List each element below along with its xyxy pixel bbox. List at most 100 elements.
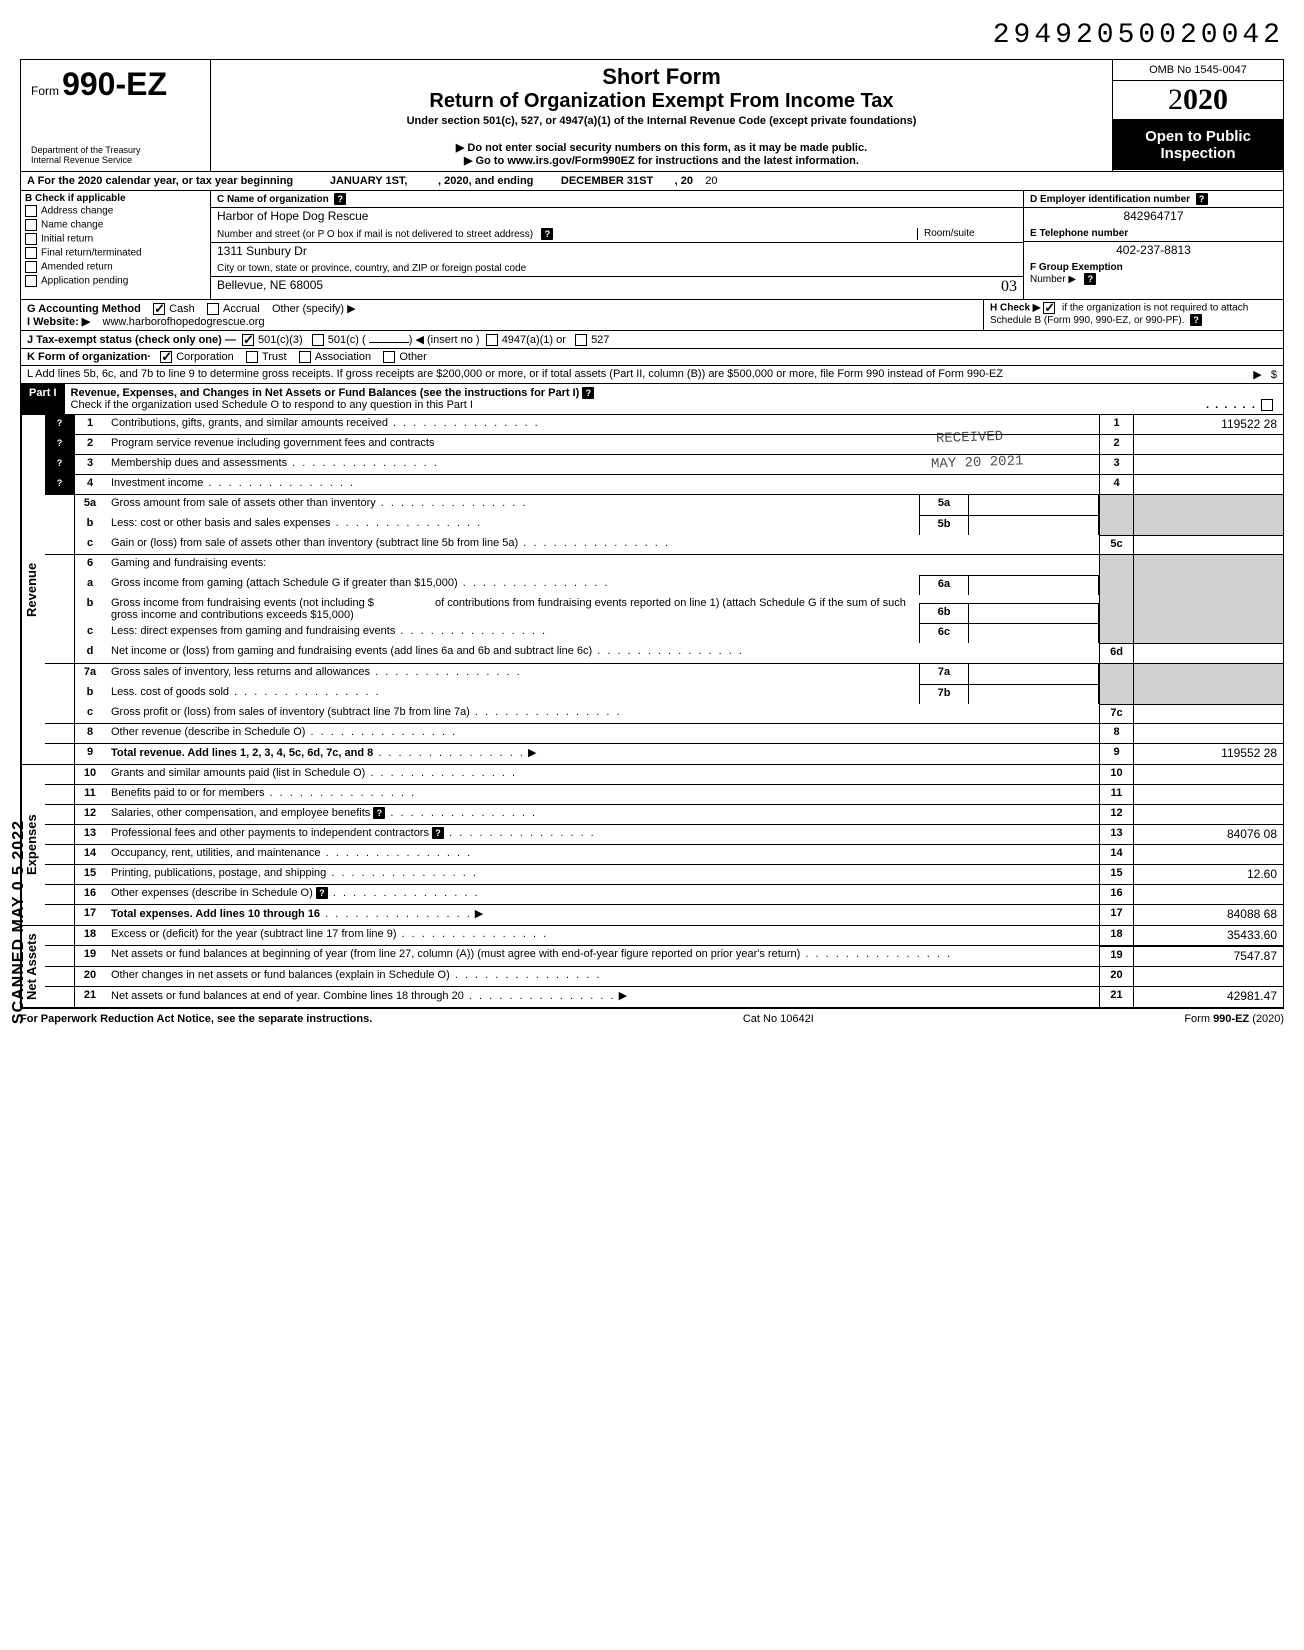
line-18: 18 Excess or (deficit) for the year (sub… [45, 926, 1283, 946]
corporation-checkbox[interactable] [160, 351, 172, 363]
line-9: 9 Total revenue. Add lines 1, 2, 3, 4, 5… [45, 744, 1283, 764]
part-1-header: Part I Revenue, Expenses, and Changes in… [20, 384, 1284, 415]
line-12: 12 Salaries, other compensation, and emp… [45, 805, 1283, 825]
tax-exempt-status-row: J Tax-exempt status (check only one) — 5… [20, 331, 1284, 349]
part-1-label: Part I [21, 384, 65, 414]
line-5a: 5a Gross amount from sale of assets othe… [45, 495, 1283, 515]
schedule-b-checkbox[interactable] [1043, 302, 1055, 314]
part-1-title: Revenue, Expenses, and Changes in Net As… [65, 384, 1283, 414]
line-1-value: 119522 28 [1133, 415, 1283, 434]
org-name: Harbor of Hope Dog Rescue [211, 208, 1023, 226]
tax-year: 2020 [1113, 81, 1283, 120]
527-checkbox[interactable] [575, 334, 587, 346]
line-6d: d Net income or (loss) from gaming and f… [45, 643, 1283, 664]
line-8: 8 Other revenue (describe in Schedule O)… [45, 724, 1283, 744]
help-icon[interactable]: ? [1190, 314, 1202, 326]
line-19-value: 7547.87 [1133, 946, 1283, 966]
entity-info-block: B Check if applicable Address change Nam… [20, 191, 1284, 300]
line-6b: b Gross income from fundraising events (… [45, 595, 1283, 623]
catalog-number: Cat No 10642I [743, 1013, 814, 1025]
line-15-value: 12.60 [1133, 865, 1283, 884]
4947-checkbox[interactable] [486, 334, 498, 346]
line-16: 16 Other expenses (describe in Schedule … [45, 885, 1283, 905]
trust-checkbox[interactable] [246, 351, 258, 363]
help-icon[interactable]: ? [45, 435, 75, 454]
501c3-checkbox[interactable] [242, 334, 254, 346]
phone-label: E Telephone number [1024, 226, 1283, 242]
title-box: Short Form Return of Organization Exempt… [211, 60, 1113, 171]
help-icon[interactable]: ? [1084, 273, 1096, 285]
line-9-value: 119552 28 [1133, 744, 1283, 764]
help-icon[interactable]: ? [316, 887, 328, 899]
expenses-section: Expenses 10 Grants and similar amounts p… [20, 765, 1284, 926]
street-label-row: Number and street (or P O box if mail is… [211, 226, 1023, 243]
right-info-col: D Employer identification number ? 84296… [1023, 191, 1283, 299]
form-number: 990-EZ [62, 66, 167, 102]
header-right: OMB No 1545-0047 2020 Open to Public Ins… [1113, 60, 1283, 171]
check-amended-return[interactable]: Amended return [25, 260, 206, 274]
help-icon[interactable]: ? [541, 228, 553, 240]
line-14: 14 Occupancy, rent, utilities, and maint… [45, 845, 1283, 865]
line-21: 21 Net assets or fund balances at end of… [45, 987, 1283, 1007]
help-icon[interactable]: ? [432, 827, 444, 839]
city-value-row: Bellevue, NE 68005 03 [211, 277, 1023, 299]
accrual-checkbox[interactable] [207, 303, 219, 315]
check-address-change[interactable]: Address change [25, 204, 206, 218]
check-application-pending[interactable]: Application pending [25, 274, 206, 288]
help-icon[interactable]: ? [45, 415, 75, 434]
line-10: 10 Grants and similar amounts paid (list… [45, 765, 1283, 785]
line-11: 11 Benefits paid to or for members 11 [45, 785, 1283, 805]
revenue-label: Revenue [21, 415, 45, 764]
501c-checkbox[interactable] [312, 334, 324, 346]
help-icon[interactable]: ? [45, 455, 75, 474]
calendar-year-line: A For the 2020 calendar year, or tax yea… [21, 172, 1283, 190]
line-19: 19 Net assets or fund balances at beginn… [45, 946, 1283, 967]
street-address: 1311 Sunbury Dr [211, 243, 1023, 261]
form-prefix: Form [31, 84, 59, 98]
line-5c: c Gain or (loss) from sale of assets oth… [45, 535, 1283, 555]
net-assets-section: Net Assets 18 Excess or (deficit) for th… [20, 926, 1284, 1009]
line-4: ? 4 Investment income 4 [45, 475, 1283, 495]
line-17: 17 Total expenses. Add lines 10 through … [45, 905, 1283, 925]
line-7c: c Gross profit or (loss) from sales of i… [45, 704, 1283, 724]
check-final-return[interactable]: Final return/terminated [25, 246, 206, 260]
help-icon[interactable]: ? [1196, 193, 1208, 205]
line-13: 13 Professional fees and other payments … [45, 825, 1283, 845]
line-7a: 7a Gross sales of inventory, less return… [45, 664, 1283, 684]
cash-checkbox[interactable] [153, 303, 165, 315]
line-13-value: 84076 08 [1133, 825, 1283, 844]
omb-number: OMB No 1545-0047 [1113, 60, 1283, 81]
line-6c: c Less: direct expenses from gaming and … [45, 623, 1283, 643]
line-l-row: L Add lines 5b, 6c, and 7b to line 9 to … [20, 366, 1284, 384]
line-20: 20 Other changes in net assets or fund b… [45, 967, 1283, 987]
form-header: Form 990-EZ Department of the Treasury I… [20, 59, 1284, 172]
check-name-change[interactable]: Name change [25, 218, 206, 232]
check-initial-return[interactable]: Initial return [25, 232, 206, 246]
line-7b: b Less. cost of goods sold 7b [45, 684, 1283, 704]
help-icon[interactable]: ? [334, 193, 346, 205]
other-org-checkbox[interactable] [383, 351, 395, 363]
line-5b: b Less: cost or other basis and sales ex… [45, 515, 1283, 535]
subtitle: Under section 501(c), 527, or 4947(a)(1)… [219, 115, 1104, 127]
ein-label: D Employer identification number ? [1024, 191, 1283, 208]
return-title: Return of Organization Exempt From Incom… [219, 90, 1104, 113]
association-checkbox[interactable] [299, 351, 311, 363]
line-17-value: 84088 68 [1133, 905, 1283, 925]
line-3: ? 3 Membership dues and assessments 3 [45, 455, 1283, 475]
short-form-title: Short Form [219, 64, 1104, 90]
help-icon[interactable]: ? [582, 387, 594, 399]
help-icon[interactable]: ? [373, 807, 385, 819]
help-icon[interactable]: ? [45, 475, 75, 494]
expenses-label: Expenses [21, 765, 45, 925]
line-2: ? 2 Program service revenue including go… [45, 435, 1283, 455]
ein-value: 842964717 [1024, 208, 1283, 226]
schedule-o-checkbox[interactable] [1261, 399, 1273, 411]
paperwork-notice: For Paperwork Reduction Act Notice, see … [20, 1013, 372, 1025]
line-1: ? 1 Contributions, gifts, grants, and si… [45, 415, 1283, 435]
city-label: City or town, state or province, country… [211, 261, 1023, 277]
revenue-section: Revenue RECEIVED MAY 20 2021 ? 1 Contrib… [20, 415, 1284, 765]
line-18-value: 35433.60 [1133, 926, 1283, 945]
ssn-warning: ▶ Do not enter social security numbers o… [219, 141, 1104, 154]
accounting-website-row: G Accounting Method Cash Accrual Other (… [20, 300, 1284, 331]
check-if-applicable: B Check if applicable Address change Nam… [21, 191, 211, 299]
